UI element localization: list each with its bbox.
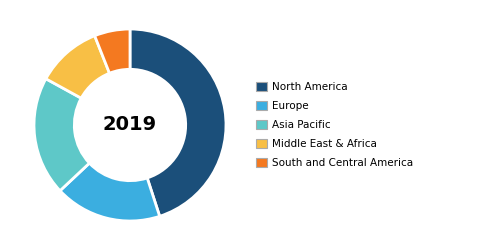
Legend: North America, Europe, Asia Pacific, Middle East & Africa, South and Central Ame: North America, Europe, Asia Pacific, Mid… — [253, 78, 416, 172]
Wedge shape — [130, 29, 226, 216]
Wedge shape — [34, 79, 90, 191]
Wedge shape — [46, 36, 110, 98]
Text: 2019: 2019 — [103, 116, 157, 134]
Wedge shape — [94, 29, 130, 73]
Wedge shape — [60, 163, 160, 221]
